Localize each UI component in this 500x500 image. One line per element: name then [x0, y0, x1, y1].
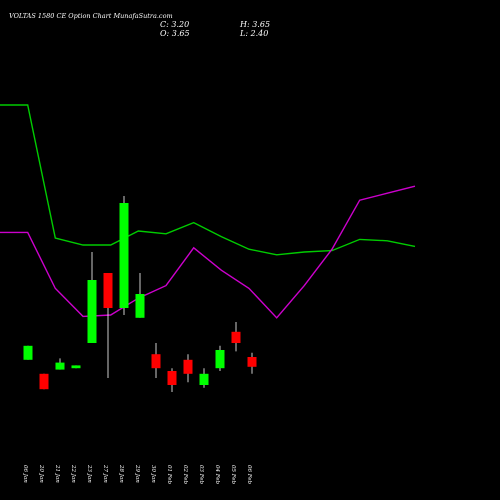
candle — [151, 343, 161, 378]
x-axis-labels: 06 Jan 20 Jan 21 Jan 22 Jan 23 Jan 27 Jan 28 J… — [22, 464, 252, 485]
candle-body — [167, 371, 177, 385]
candle — [87, 252, 97, 343]
candle-body — [247, 357, 257, 367]
low-value: L: 2.40 — [240, 29, 269, 38]
x-tick-label: 03 Feb — [198, 465, 204, 485]
x-tick-label: 01 Feb — [166, 465, 172, 485]
candles — [23, 196, 257, 392]
candle — [199, 368, 209, 388]
x-tick-label: 27 Jan — [102, 464, 108, 483]
candle-body — [71, 365, 81, 369]
candle-body — [183, 359, 193, 374]
x-tick-label: 02 Feb — [182, 465, 188, 485]
candle-body — [55, 362, 65, 370]
high-value: H: 3.65 — [240, 20, 271, 29]
candle — [247, 352, 257, 374]
candle-body — [215, 350, 225, 369]
candle-body — [87, 280, 97, 343]
candle-body — [119, 203, 129, 308]
indicator-lines — [0, 104, 416, 319]
candle — [103, 273, 113, 378]
candle — [167, 368, 177, 392]
x-tick-label: 06 Feb — [246, 465, 252, 485]
candle — [119, 196, 129, 315]
x-tick-label: 30 Jan — [150, 465, 156, 483]
x-tick-label: 28 Jan — [118, 464, 124, 483]
x-tick-label: 05 Feb — [230, 465, 236, 485]
x-tick-label: 06 Jan — [22, 465, 28, 483]
candle-body — [135, 294, 145, 318]
indicator-line-1 — [0, 104, 416, 256]
candle — [39, 373, 49, 390]
candle-body — [39, 373, 49, 390]
x-tick-label: 29 Jan — [134, 464, 140, 483]
x-tick-label: 22 Jan — [70, 464, 76, 483]
candle-body — [103, 273, 113, 308]
candle — [135, 273, 145, 318]
candle-body — [199, 373, 209, 385]
candle-body — [231, 331, 241, 343]
x-tick-label: 23 Jan — [86, 464, 92, 483]
candle-body — [151, 354, 161, 369]
candle — [215, 345, 225, 371]
candle — [183, 354, 193, 383]
indicator-line-2 — [0, 185, 416, 319]
close-value: C: 3.20 — [160, 20, 190, 29]
candle — [23, 345, 33, 360]
x-tick-label: 21 Jan — [54, 464, 60, 483]
x-tick-label: 04 Feb — [214, 465, 220, 485]
x-tick-label: 20 Jan — [38, 464, 44, 483]
chart-title: VOLTAS 1580 CE Option Chart MunafaSutra.… — [9, 12, 173, 20]
open-value: O: 3.65 — [160, 29, 190, 38]
candle — [231, 322, 241, 352]
candle — [71, 365, 81, 369]
candle-body — [23, 345, 33, 360]
candle — [55, 358, 65, 370]
